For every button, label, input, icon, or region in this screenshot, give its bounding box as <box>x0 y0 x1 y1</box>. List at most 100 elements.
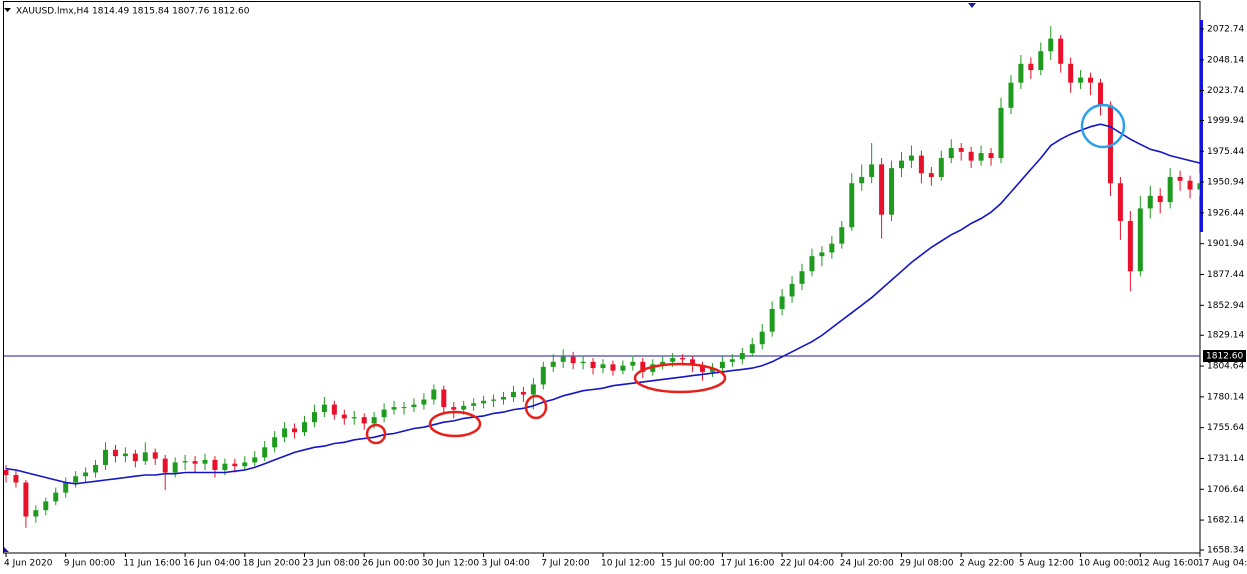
candle-body <box>1197 183 1200 190</box>
candle-body <box>401 407 407 409</box>
candle-body <box>242 462 248 467</box>
candle-body <box>869 164 875 177</box>
candle-body <box>600 364 606 369</box>
candle-body <box>172 462 178 473</box>
candle-body <box>451 407 457 410</box>
candle-body <box>142 452 148 462</box>
candle-body <box>769 308 775 332</box>
candle-body <box>1088 77 1094 83</box>
candle-body <box>272 437 278 448</box>
candle-body <box>292 428 298 433</box>
candle-body <box>540 366 546 385</box>
y-tick-label: 1975.44 <box>1207 147 1244 157</box>
candle-body <box>391 407 397 410</box>
candle-body <box>341 414 347 419</box>
candle-body <box>63 482 69 493</box>
candle-body <box>879 164 885 215</box>
x-tick-label: 7 Jul 20:00 <box>541 559 590 569</box>
y-tick-label: 1658.34 <box>1207 546 1244 556</box>
candle-body <box>1048 38 1054 52</box>
candle-body <box>471 403 477 406</box>
candle-body <box>1127 220 1133 272</box>
y-tick-label: 1829.14 <box>1207 331 1244 341</box>
candle-body <box>43 501 49 511</box>
annotations <box>365 103 1126 445</box>
candle-body <box>1078 77 1084 83</box>
candle-body <box>351 417 357 419</box>
menu-arrow[interactable] <box>4 8 11 12</box>
candle-body <box>570 356 576 364</box>
candle-body <box>1137 208 1143 272</box>
y-tick-label: 1852.94 <box>1207 301 1244 311</box>
candle-body <box>680 358 686 360</box>
x-tick-label: 10 Jul 12:00 <box>601 559 655 569</box>
candle-body <box>23 482 29 517</box>
x-tick-label: 12 Aug 16:00 <box>1138 559 1199 569</box>
y-tick-label: 2048.14 <box>1207 55 1244 65</box>
candle-body <box>282 428 288 438</box>
symbol-title: XAUUSD.lmx,H4 <box>16 7 89 17</box>
candle-body <box>262 447 268 458</box>
x-tick-label: 2 Aug 22:00 <box>959 559 1014 569</box>
candle-body <box>829 243 835 253</box>
x-tick-label: 9 Jun 00:00 <box>64 559 116 569</box>
candle-body <box>988 153 994 159</box>
candle-body <box>212 459 218 470</box>
candle-body <box>53 492 59 502</box>
candle-body <box>1107 105 1113 184</box>
candle-body <box>729 359 735 362</box>
scale-bar <box>1200 20 1203 232</box>
candle-body <box>670 358 676 362</box>
candle-body <box>1157 195 1163 203</box>
candle-body <box>4 469 9 475</box>
candle-body <box>252 457 258 463</box>
candle-body <box>839 227 845 244</box>
candle-body <box>749 344 755 354</box>
candle-body <box>938 158 944 177</box>
x-tick-label: 4 Jun 2020 <box>4 559 53 569</box>
candle-body <box>321 404 327 413</box>
candle-body <box>93 464 99 473</box>
candle-body <box>331 404 337 415</box>
y-tick-label: 2072.74 <box>1207 24 1244 34</box>
candle-body <box>759 331 765 345</box>
x-tick-label: 10 Aug 00:00 <box>1079 559 1140 569</box>
candle-body <box>859 176 865 184</box>
candle-body <box>1028 63 1034 71</box>
x-tick-label: 17 Aug 04:00 <box>1198 559 1247 569</box>
candle-body <box>640 361 646 372</box>
candle-body <box>361 417 367 424</box>
candle-body <box>958 148 964 152</box>
candle-body <box>112 449 118 457</box>
y-tick-label: 1950.94 <box>1207 178 1244 188</box>
y-tick-label: 1999.94 <box>1207 116 1244 126</box>
y-tick-label: 1780.14 <box>1207 392 1244 402</box>
candle-body <box>620 365 626 371</box>
candle-body <box>1167 176 1173 203</box>
candle-body <box>232 463 238 467</box>
y-tick-label: 2023.74 <box>1207 86 1244 96</box>
candle-body <box>690 359 696 366</box>
candle-body <box>530 384 536 395</box>
candle-body <box>461 405 467 410</box>
candle-body <box>978 153 984 161</box>
y-tick-label: 1926.44 <box>1207 208 1244 218</box>
candle-body <box>491 399 497 401</box>
candle-body <box>162 458 168 473</box>
y-tick-label: 1731.14 <box>1207 454 1244 464</box>
x-tick-label: 3 Jul 04:00 <box>482 559 531 569</box>
annotation-circle <box>1080 103 1126 149</box>
quote-values: 1814.49 1815.84 1807.76 1812.60 <box>92 7 250 17</box>
candle-body <box>1058 38 1064 64</box>
axes: 1658.34 1682.14 1706.64 1731.14 1755.64 1780.… <box>4 24 1247 568</box>
x-tick-label: 23 Jun 08:00 <box>303 559 360 569</box>
annotation-circle <box>524 394 548 420</box>
candle-body <box>381 409 387 418</box>
candle-body <box>152 452 158 459</box>
candle-body <box>1147 195 1153 209</box>
x-tick-label: 16 Jun 04:00 <box>183 559 240 569</box>
candle-body <box>431 389 437 400</box>
candle-body <box>103 449 108 465</box>
annotation-circle <box>365 423 387 445</box>
